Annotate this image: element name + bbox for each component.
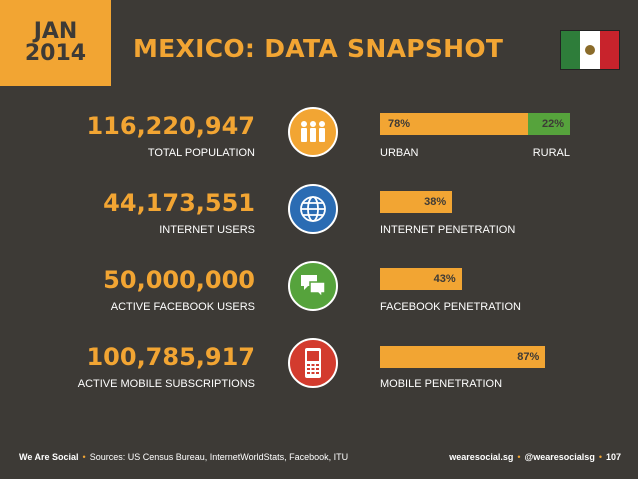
bar-label-urban: URBAN bbox=[380, 147, 419, 159]
bar-pct-urban: 78% bbox=[388, 118, 411, 130]
bar-label-mobile: MOBILE PENETRATION bbox=[380, 378, 503, 390]
bar-mobile-penetration: 87% bbox=[380, 346, 570, 368]
bar-fill-urban bbox=[380, 113, 529, 135]
globe-icon bbox=[288, 184, 338, 234]
stat-label-internet-users: INTERNET USERS bbox=[159, 224, 255, 236]
bar-label-facebook: FACEBOOK PENETRATION bbox=[380, 301, 521, 313]
footer-sources: Sources: US Census Bureau, InternetWorld… bbox=[89, 452, 349, 462]
bar-internet-penetration: 38% bbox=[380, 191, 570, 213]
bar-pct-internet: 38% bbox=[424, 196, 447, 208]
date-month: JAN bbox=[33, 19, 78, 44]
stat-label-facebook-users: ACTIVE FACEBOOK USERS bbox=[110, 301, 255, 313]
bar-label-rural: RURAL bbox=[532, 147, 570, 159]
bar-pct-rural: 22% bbox=[541, 118, 564, 130]
footer-handle[interactable]: @wearesocialsg bbox=[524, 452, 595, 462]
footer-brand: We Are Social bbox=[19, 452, 79, 462]
bar-pct-mobile: 87% bbox=[517, 351, 540, 363]
bar-urban-rural: 78% 22% bbox=[380, 113, 570, 135]
footer: We Are Social • Sources: US Census Bureau,… bbox=[19, 452, 621, 462]
stat-value-facebook-users: 50,000,000 bbox=[103, 266, 255, 294]
bar-facebook-penetration: 43% bbox=[380, 268, 570, 290]
speech-bubbles-icon bbox=[288, 261, 338, 311]
stat-value-population: 116,220,947 bbox=[86, 112, 255, 140]
footer-site[interactable]: wearesocial.sg bbox=[449, 452, 514, 462]
stat-value-internet-users: 44,173,551 bbox=[103, 189, 255, 217]
mobile-phone-icon bbox=[288, 338, 338, 388]
people-icon bbox=[288, 107, 338, 157]
bar-label-internet: INTERNET PENETRATION bbox=[380, 224, 516, 236]
bar-fill-facebook bbox=[380, 268, 462, 290]
footer-page-number: 107 bbox=[605, 452, 621, 462]
mexico-flag-icon bbox=[560, 30, 620, 70]
bar-pct-facebook: 43% bbox=[433, 273, 456, 285]
stat-label-mobile-subscriptions: ACTIVE MOBILE SUBSCRIPTIONS bbox=[77, 378, 255, 390]
stat-value-mobile-subscriptions: 100,785,917 bbox=[86, 343, 255, 371]
date-badge: JAN 2014 bbox=[0, 0, 111, 86]
bar-fill-mobile bbox=[380, 346, 546, 368]
bar-fill-internet bbox=[380, 191, 453, 213]
stat-label-population: TOTAL POPULATION bbox=[147, 147, 255, 159]
bar-fill-rural bbox=[528, 113, 570, 135]
date-year: 2014 bbox=[24, 41, 87, 66]
page-title: MEXICO: DATA SNAPSHOT bbox=[133, 34, 504, 63]
